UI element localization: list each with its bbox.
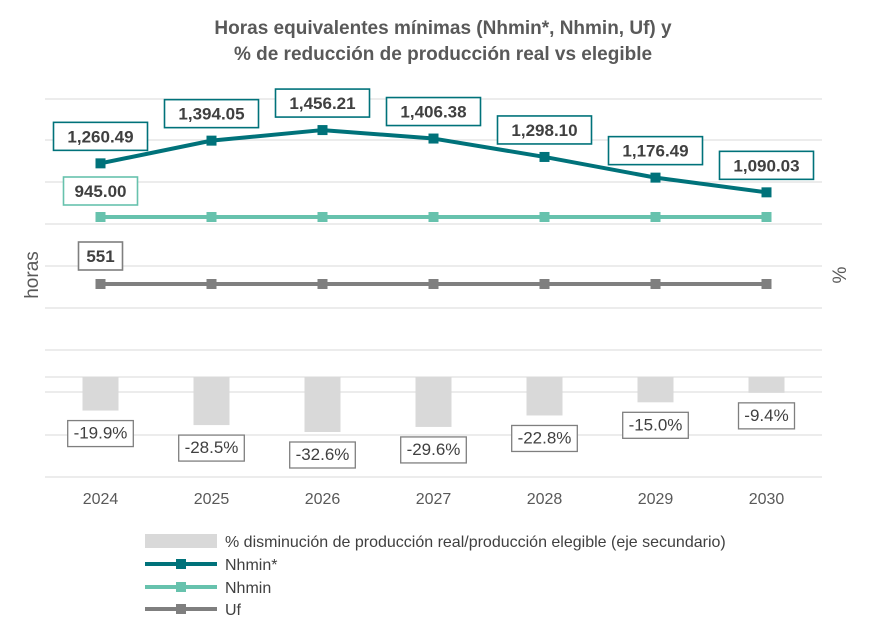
marker-nhmin-star-2024 (95, 158, 106, 169)
data-label-pct-2025: -28.5% (185, 438, 239, 457)
marker-uf-2028 (539, 279, 550, 289)
legend: % disminución de producción real/producc… (145, 534, 726, 619)
data-label-nhmin-2024-box (62, 176, 139, 206)
bar-series (82, 377, 785, 432)
marker-uf-2029 (650, 279, 661, 289)
marker-uf-2024 (95, 279, 106, 289)
data-label-box-pct-2025 (178, 434, 245, 462)
data-label-box-pct-2027 (400, 436, 467, 464)
data-label-nhmin-star-2026: 1,456.21 (289, 94, 355, 113)
data-label-nhmin-star-2028: 1,298.10 (511, 121, 577, 140)
marker-nhmin-star-2028 (539, 151, 550, 162)
data-label-nhmin-star-2024-box (52, 121, 149, 152)
y2-axis-label: % (830, 266, 851, 283)
data-label-nhmin-star-2026-box (274, 88, 371, 118)
marker-uf-2026 (317, 279, 328, 289)
data-label-pct-2028: -22.8% (518, 428, 572, 447)
data-label-pct-2024: -19.9% (74, 424, 128, 443)
data-label-nhmin-star-2027-box (385, 96, 482, 127)
data-label-pct-2029: -15.0% (629, 415, 683, 434)
data-label-box-pct-2026 (289, 441, 356, 469)
x-tick-2030: 2030 (749, 491, 785, 508)
data-label-nhmin-star-2024: 1,260.49 (67, 127, 133, 146)
data-label-nhmin-star-2025: 1,394.05 (178, 105, 244, 124)
data-label-box-pct-2024 (67, 419, 134, 448)
y-axis-label: horas (22, 251, 43, 299)
data-label-uf-2024-box (77, 241, 124, 271)
marker-nhmin-2024 (95, 212, 106, 222)
data-label-nhmin-star-2029: 1,176.49 (622, 142, 688, 161)
legend-marker-uf (176, 604, 186, 614)
legend-marker-nhmin (176, 582, 186, 592)
data-label-uf-2024: 551 (86, 247, 114, 266)
legend-label-nhmin-star: Nhmin* (225, 557, 277, 574)
data-label-box-pct-2028 (511, 424, 578, 453)
gridlines (45, 98, 822, 478)
bar-pct-2028 (526, 377, 563, 416)
marker-nhmin-2026 (317, 212, 328, 222)
data-label-pct-2027: -29.6% (407, 440, 461, 459)
marker-nhmin-2027 (428, 212, 439, 222)
data-label-nhmin-star-2030-box (718, 150, 815, 181)
bar-pct-2029 (637, 377, 674, 403)
marker-nhmin-star-2030 (761, 187, 772, 198)
x-tick-2027: 2027 (416, 491, 452, 508)
x-tick-2025: 2025 (194, 491, 230, 508)
marker-nhmin-2029 (650, 212, 661, 222)
bar-pct-2024 (82, 377, 119, 411)
bar-pct-2030 (748, 377, 785, 393)
marker-nhmin-2025 (206, 212, 217, 222)
marker-nhmin-star-2027 (428, 133, 439, 144)
chart-title-line-1: Horas equivalentes mínimas (Nhmin*, Nhmi… (214, 18, 672, 39)
data-label-nhmin-star-2029-box (607, 135, 704, 166)
data-label-nhmin-star-2027: 1,406.38 (400, 103, 466, 122)
data-label-pct-2026: -32.6% (296, 445, 350, 464)
data-label-nhmin-2024: 945.00 (75, 182, 127, 201)
marker-nhmin-star-2026 (317, 125, 328, 136)
data-label-box-pct-2030 (737, 402, 796, 430)
legend-marker-nhmin-star (176, 559, 186, 569)
x-axis-ticks: 2024 2025 2026 2027 2028 2029 2030 (83, 491, 785, 508)
marker-nhmin-star-2029 (650, 172, 661, 183)
marker-uf-2030 (761, 279, 772, 289)
marker-nhmin-star-2025 (206, 135, 217, 146)
legend-label-pct: % disminución de producción real/producc… (225, 534, 726, 551)
line-series (95, 125, 772, 289)
x-tick-2029: 2029 (638, 491, 674, 508)
x-tick-2026: 2026 (305, 491, 341, 508)
x-tick-2028: 2028 (527, 491, 563, 508)
chart-title-line-2: % de reducción de producción real vs ele… (234, 44, 652, 65)
data-label-nhmin-star-2028-box (496, 115, 593, 145)
data-label-pct-2030: -9.4% (744, 406, 788, 425)
marker-uf-2025 (206, 279, 217, 289)
bar-pct-2027 (415, 377, 452, 427)
marker-uf-2027 (428, 279, 439, 289)
marker-nhmin-2030 (761, 212, 772, 222)
legend-swatch-pct (145, 534, 217, 548)
marker-nhmin-2028 (539, 212, 550, 222)
data-labels: -19.9% -28.5% -32.6% -29.6% -22.8% -15.0% -9.4… (52, 88, 815, 469)
legend-label-uf: Uf (225, 602, 242, 619)
data-label-box-pct-2029 (622, 411, 689, 439)
bar-pct-2025 (193, 377, 230, 426)
legend-label-nhmin: Nhmin (225, 580, 271, 597)
data-label-nhmin-star-2025-box (163, 98, 260, 129)
x-tick-2024: 2024 (83, 491, 119, 508)
bar-pct-2026 (304, 377, 341, 432)
data-label-nhmin-star-2030: 1,090.03 (733, 156, 799, 175)
